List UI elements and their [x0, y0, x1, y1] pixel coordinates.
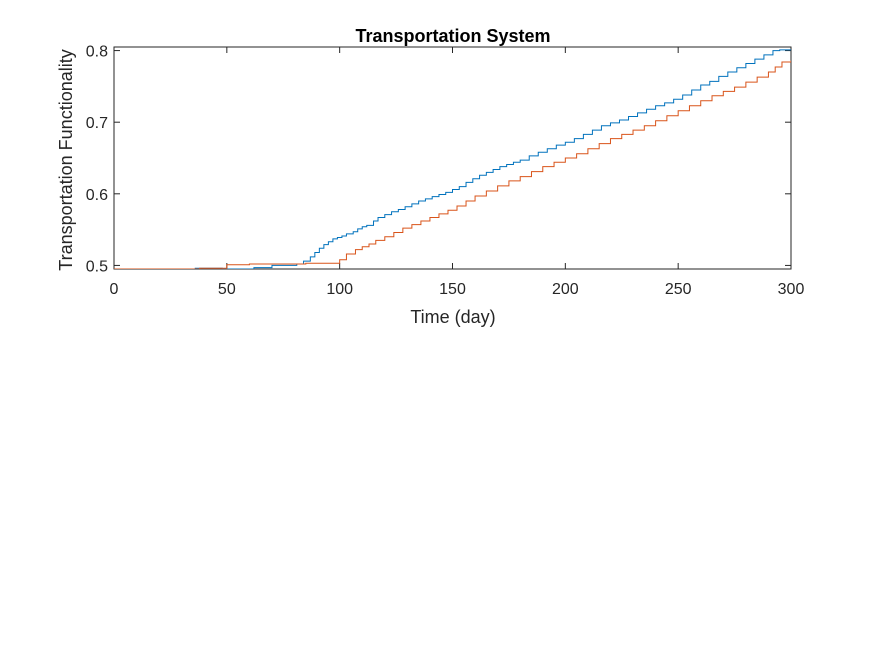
- x-tick-label: 50: [218, 281, 236, 298]
- plot-area: 0 50 100 150 200 250 300 0.5 0.6 0.7 0.8: [86, 44, 805, 298]
- series-line-1: [194, 49, 791, 269]
- chart-title: Transportation System: [355, 26, 550, 46]
- x-tick-label: 200: [552, 281, 579, 298]
- y-tick-label: 0.8: [86, 44, 108, 61]
- y-tick-label: 0.6: [86, 187, 108, 204]
- series-line-2: [114, 60, 791, 269]
- x-tick-label: 300: [778, 281, 805, 298]
- x-tick-label: 100: [326, 281, 353, 298]
- axes-box: [113, 46, 792, 270]
- x-tick-label: 150: [439, 281, 466, 298]
- x-tick-label: 250: [665, 281, 692, 298]
- x-axis-label: Time (day): [410, 307, 495, 327]
- x-tick-label: 0: [110, 281, 119, 298]
- y-tick-label: 0.5: [86, 258, 108, 275]
- y-axis-label: Transportation Functionality: [56, 49, 76, 270]
- y-tick-label: 0.7: [86, 115, 108, 132]
